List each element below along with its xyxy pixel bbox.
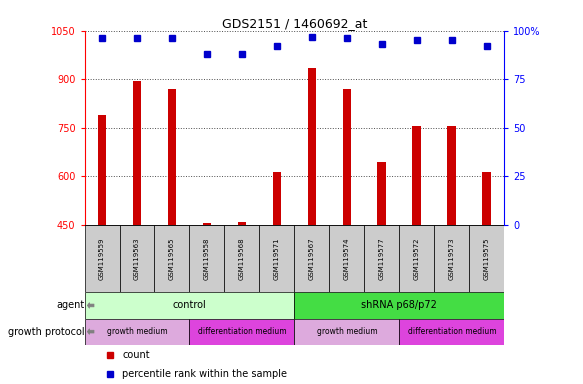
Bar	[97, 115, 106, 225]
Bar	[154, 225, 189, 292]
Text: percentile rank within the sample: percentile rank within the sample	[122, 369, 287, 379]
Text: GSM119571: GSM119571	[274, 237, 280, 280]
Text: GSM119559: GSM119559	[99, 237, 105, 280]
Bar	[343, 89, 351, 225]
Text: growth protocol: growth protocol	[8, 327, 85, 337]
Text: GSM119577: GSM119577	[379, 237, 385, 280]
Bar	[308, 68, 316, 225]
Bar	[168, 89, 176, 225]
Bar	[447, 126, 456, 225]
Bar	[399, 319, 504, 345]
Text: GSM119572: GSM119572	[414, 237, 420, 280]
Text: GSM119568: GSM119568	[239, 237, 245, 280]
Bar	[399, 225, 434, 292]
Title: GDS2151 / 1460692_at: GDS2151 / 1460692_at	[222, 17, 367, 30]
Bar	[329, 225, 364, 292]
Bar	[85, 225, 120, 292]
Text: GSM119567: GSM119567	[309, 237, 315, 280]
Bar	[238, 222, 246, 225]
Bar	[85, 319, 189, 345]
Bar	[189, 225, 224, 292]
Text: growth medium: growth medium	[107, 327, 167, 336]
Bar	[294, 319, 399, 345]
Bar	[259, 225, 294, 292]
Text: GSM119565: GSM119565	[169, 237, 175, 280]
Text: GSM119574: GSM119574	[344, 237, 350, 280]
Bar	[364, 225, 399, 292]
Bar	[189, 319, 294, 345]
Bar	[120, 225, 154, 292]
Text: GSM119575: GSM119575	[484, 237, 490, 280]
Text: growth medium: growth medium	[317, 327, 377, 336]
Bar	[482, 172, 491, 225]
Text: control: control	[173, 300, 206, 310]
Text: shRNA p68/p72: shRNA p68/p72	[361, 300, 437, 310]
Bar	[132, 81, 141, 225]
Text: differentiation medium: differentiation medium	[198, 327, 286, 336]
Text: GSM119558: GSM119558	[204, 237, 210, 280]
Bar	[469, 225, 504, 292]
Bar	[85, 292, 294, 319]
Bar	[412, 126, 421, 225]
Text: GSM119563: GSM119563	[134, 237, 140, 280]
Text: GSM119573: GSM119573	[449, 237, 455, 280]
Bar	[203, 223, 211, 225]
Text: differentiation medium: differentiation medium	[408, 327, 496, 336]
Bar	[377, 162, 386, 225]
Text: agent: agent	[57, 300, 85, 310]
Text: count: count	[122, 350, 150, 360]
Bar	[294, 292, 504, 319]
Bar	[434, 225, 469, 292]
Bar	[224, 225, 259, 292]
Bar	[272, 172, 281, 225]
Bar	[294, 225, 329, 292]
